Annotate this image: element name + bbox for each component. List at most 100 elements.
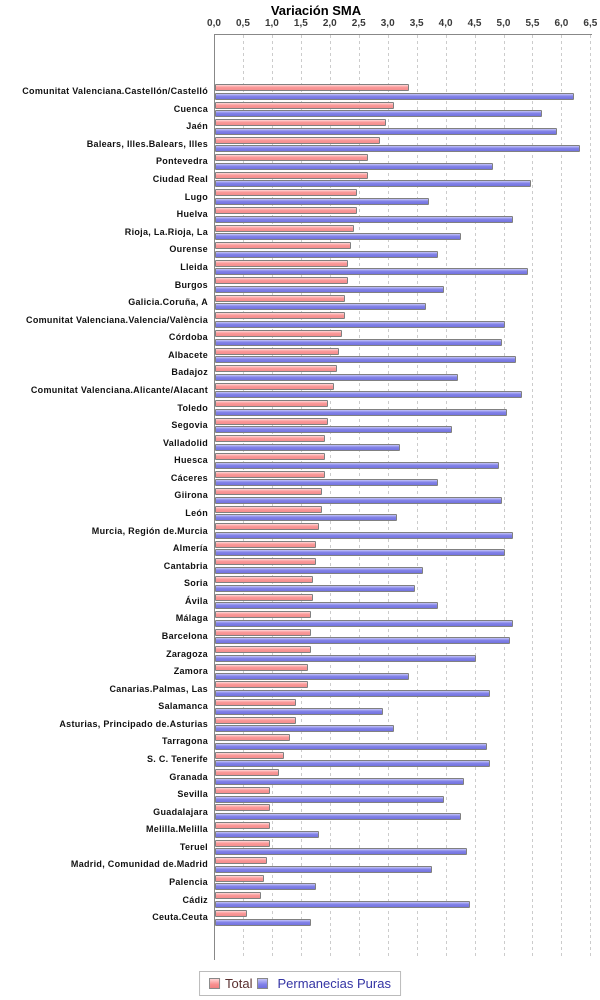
category-label: Granada — [169, 771, 208, 782]
bar-permanecias-puras — [215, 303, 427, 311]
bar-total — [215, 84, 409, 91]
category-label: Palencia — [169, 876, 208, 887]
bar-total — [215, 558, 317, 566]
x-axis-line — [214, 34, 593, 35]
bar-total — [215, 681, 308, 689]
bar-permanecias-puras — [215, 250, 438, 258]
bar-total — [215, 540, 317, 548]
bar-total — [215, 171, 369, 179]
bar-permanecias-puras — [215, 918, 311, 926]
bar-total — [215, 822, 270, 830]
bar-permanecias-puras — [215, 725, 395, 733]
bar-total — [215, 769, 279, 777]
category-label: Córdoba — [168, 332, 208, 343]
bar-permanecias-puras — [215, 408, 508, 416]
category-label: Teruel — [179, 841, 208, 852]
bar-total — [215, 119, 386, 127]
bar-permanecias-puras — [215, 742, 488, 750]
bar-total — [215, 786, 270, 794]
category-label: Ceuta.Ceuta — [152, 912, 208, 923]
bar-permanecias-puras — [215, 654, 476, 662]
x-tick-label: 4,0 — [438, 18, 453, 29]
category-label: Lugo — [184, 191, 208, 202]
category-label: Huesca — [174, 455, 208, 466]
bar-permanecias-puras — [215, 321, 505, 329]
x-tick-label: 0,0 — [207, 18, 221, 29]
bar-total — [215, 400, 328, 408]
bar-permanecias-puras — [215, 900, 470, 908]
category-label: Ciudad Real — [152, 174, 208, 185]
category-label: Giirona — [174, 490, 208, 501]
bar-permanecias-puras — [215, 602, 438, 610]
legend: Total Permanecias Puras — [199, 971, 401, 996]
bar-total — [215, 189, 357, 197]
bar-permanecias-puras — [215, 285, 444, 293]
category-label: León — [185, 507, 208, 518]
category-label: Lleida — [180, 261, 208, 272]
category-label: Valladolid — [162, 437, 208, 448]
bar-permanecias-puras — [215, 145, 580, 153]
x-tick-label: 4,5 — [467, 18, 482, 29]
bar-permanecias-puras — [215, 198, 430, 206]
bar-total — [215, 488, 323, 496]
category-label: Barcelona — [161, 630, 208, 641]
category-label: Guadalajara — [153, 806, 208, 817]
bar-permanecias-puras — [215, 619, 514, 627]
category-label: Zaragoza — [166, 648, 208, 659]
category-label: Asturias, Principado de.Asturias — [59, 718, 208, 729]
category-label: Cáceres — [170, 472, 208, 483]
bar-total — [215, 101, 395, 109]
bar-permanecias-puras — [215, 110, 543, 118]
category-label: Melilla.Melilla — [145, 824, 208, 835]
category-label: Murcia, Región de.Murcia — [91, 525, 208, 536]
category-label: Cantabria — [163, 560, 208, 571]
category-label: Segovia — [171, 420, 208, 431]
bar-total — [215, 453, 325, 461]
bar-permanecias-puras — [215, 356, 517, 364]
category-label: Comunitat Valenciana.Alicante/Alacant — [30, 384, 208, 395]
bar-permanecias-puras — [215, 883, 317, 891]
bar-permanecias-puras — [215, 426, 453, 434]
x-tick-label: 5,0 — [496, 18, 511, 29]
bar-permanecias-puras — [215, 567, 424, 575]
bar-total — [215, 646, 311, 654]
x-tick-label: 6,5 — [583, 18, 598, 29]
category-label: Toledo — [177, 402, 208, 413]
category-label: Comunitat Valenciana.Valencia/València — [26, 314, 208, 325]
bar-permanecias-puras — [215, 233, 462, 241]
category-label: Burgos — [174, 279, 208, 290]
bar-total — [215, 277, 349, 285]
category-label: Comunitat Valenciana.Castellón/Castelló — [22, 86, 208, 97]
x-tick-label: 6,0 — [554, 18, 569, 29]
bar-total — [215, 505, 323, 513]
bar-total — [215, 628, 311, 636]
bar-total — [215, 365, 337, 373]
bar-permanecias-puras — [215, 848, 467, 856]
category-label: Madrid, Comunidad de.Madrid — [70, 859, 208, 870]
x-tick-label: 1,0 — [264, 18, 279, 29]
category-label: Jaén — [186, 121, 208, 132]
bar-total — [215, 663, 308, 671]
bar-total — [215, 224, 354, 232]
bar-permanecias-puras — [215, 777, 464, 785]
bar-permanecias-puras — [215, 549, 505, 557]
bar-permanecias-puras — [215, 180, 531, 188]
bar-permanecias-puras — [215, 268, 528, 276]
y-axis-line — [214, 34, 215, 960]
x-tick-label: 1,5 — [293, 18, 308, 29]
bar-total — [215, 874, 265, 882]
bar-total — [215, 839, 270, 847]
bar-total — [215, 330, 343, 338]
category-label: Balears, Illes.Balears, Illes — [86, 138, 208, 149]
bar-total — [215, 909, 247, 917]
bar-permanecias-puras — [215, 514, 398, 522]
bar-permanecias-puras — [215, 531, 514, 539]
chart-title: Variación SMA — [270, 3, 362, 18]
bar-total — [215, 576, 314, 584]
bar-total — [215, 382, 334, 390]
bar-total — [215, 611, 311, 619]
x-tick-label: 5,5 — [525, 18, 540, 29]
bar-permanecias-puras — [215, 127, 557, 135]
category-label: Soria — [183, 578, 208, 589]
bar-total — [215, 312, 346, 320]
